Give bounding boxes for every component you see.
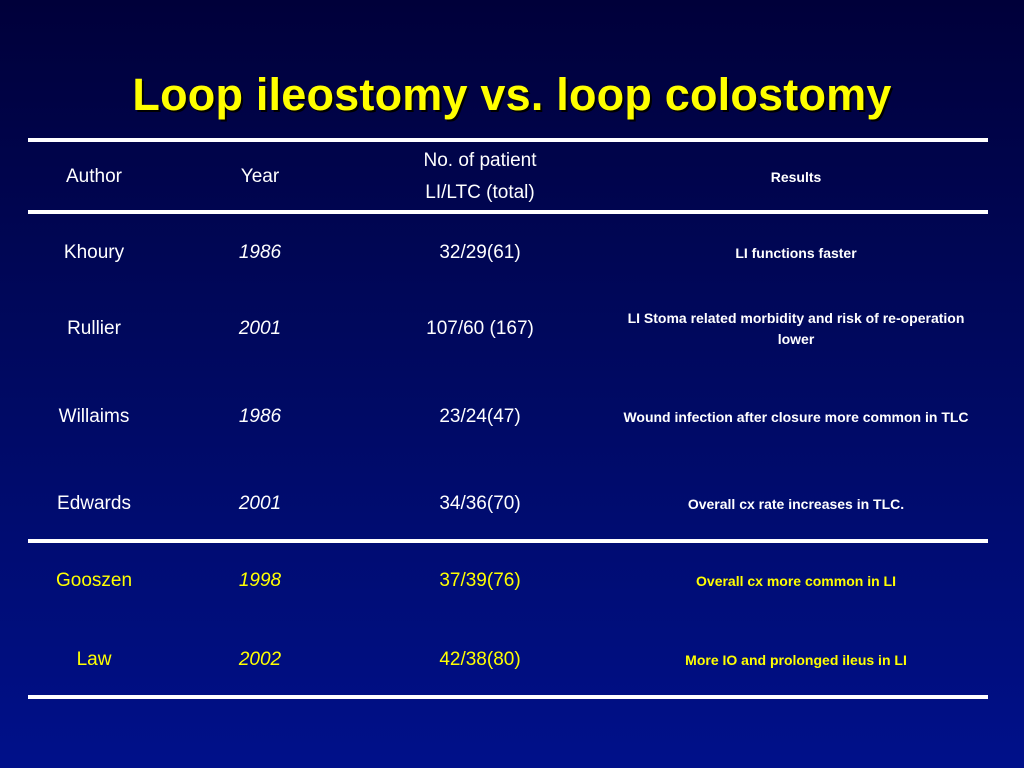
- header-rule: [28, 210, 988, 214]
- patients-cell: 107/60 (167): [426, 318, 534, 339]
- header-results: Results: [770, 169, 822, 185]
- result-cell: Overall cx more common in LI: [696, 572, 896, 589]
- year-cell: 1986: [238, 242, 282, 263]
- author-cell: Khoury: [63, 242, 125, 263]
- header-year: Year: [240, 166, 280, 187]
- result-cell: LI Stoma related morbidity and risk of r…: [627, 310, 965, 347]
- patients-cell: 42/38(80): [439, 649, 521, 670]
- year-cell: 2001: [238, 493, 282, 514]
- table-row: Rullier 2001 107/60 (167) LI Stoma relat…: [28, 306, 988, 352]
- author-cell: Rullier: [67, 318, 121, 339]
- table-header-row: Author Year No. of patient LI/LTC (total…: [28, 142, 988, 212]
- author-cell: Gooszen: [55, 570, 133, 591]
- author-cell: Edwards: [57, 493, 131, 514]
- table-bottom-rule: [28, 695, 988, 699]
- result-cell: More IO and prolonged ileus in LI: [685, 651, 907, 668]
- header-author: Author: [66, 166, 122, 187]
- table-row: Gooszen 1998 37/39(76) Overall cx more c…: [28, 562, 988, 600]
- year-cell: 1998: [238, 570, 282, 591]
- slide-title: Loop ileostomy vs. loop colostomy: [132, 69, 892, 120]
- table-row: Law 2002 42/38(80) More IO and prolonged…: [28, 641, 988, 679]
- patients-cell: 37/39(76): [439, 570, 521, 591]
- header-patients: No. of patient LI/LTC (total): [380, 142, 580, 212]
- header-patients-line2: LI/LTC (total): [425, 182, 535, 203]
- table-row: Khoury 1986 32/29(61) LI functions faste…: [28, 234, 988, 272]
- table-top-rule: [28, 138, 988, 142]
- header-patients-line1: No. of patient: [423, 150, 537, 171]
- patients-cell: 34/36(70): [439, 493, 521, 514]
- year-cell: 2001: [238, 318, 282, 339]
- result-cell: LI functions faster: [735, 244, 857, 261]
- table-row: Willaims 1986 23/24(47) Wound infection …: [28, 394, 988, 440]
- author-cell: Law: [76, 649, 112, 670]
- author-cell: Willaims: [58, 406, 130, 427]
- year-cell: 1986: [238, 406, 282, 427]
- year-cell: 2002: [238, 649, 282, 670]
- section-divider-rule: [28, 539, 988, 543]
- result-cell: Wound infection after closure more commo…: [623, 408, 969, 425]
- result-cell: Overall cx rate increases in TLC.: [687, 495, 905, 512]
- table-row: Edwards 2001 34/36(70) Overall cx rate i…: [28, 485, 988, 523]
- patients-cell: 23/24(47): [439, 406, 521, 427]
- patients-cell: 32/29(61): [439, 242, 521, 263]
